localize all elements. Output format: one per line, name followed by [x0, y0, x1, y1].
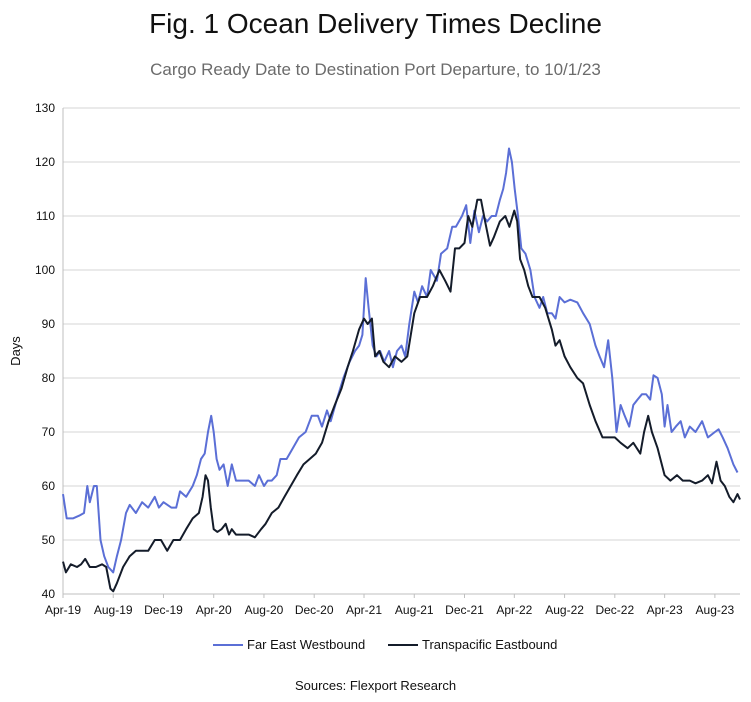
- legend-label-far-east-westbound: Far East Westbound: [247, 637, 365, 652]
- y-tick-60: 60: [42, 479, 56, 493]
- chart-title: Fig. 1 Ocean Delivery Times Decline: [149, 8, 602, 39]
- y-tick-100: 100: [35, 263, 55, 277]
- gridlines: [63, 107, 740, 541]
- x-tick-label: Aug-23: [696, 603, 735, 617]
- series-lines: [62, 147, 741, 593]
- y-tick-40: 40: [42, 587, 56, 601]
- y-tick-50: 50: [42, 533, 56, 547]
- y-tick-120: 120: [35, 155, 55, 169]
- x-tick-label: Apr-23: [647, 603, 683, 617]
- chart-subtitle: Cargo Ready Date to Destination Port Dep…: [150, 60, 601, 79]
- x-tick-label: Dec-19: [144, 603, 183, 617]
- series-line-far-east-westbound: [62, 147, 739, 574]
- x-tick-label: Dec-22: [595, 603, 634, 617]
- legend-label-transpacific-eastbound: Transpacific Eastbound: [422, 637, 557, 652]
- x-tick-label: Dec-21: [445, 603, 484, 617]
- x-tick-label: Dec-20: [295, 603, 334, 617]
- x-tick-label: Aug-21: [395, 603, 434, 617]
- x-tick-label: Apr-21: [346, 603, 382, 617]
- source-note: Sources: Flexport Research: [294, 678, 457, 693]
- y-tick-80: 80: [42, 371, 56, 385]
- x-tick-labels: Apr-19 Aug-19 Dec-19 Apr-20 Aug-20 Dec-20 Apr-…: [45, 594, 735, 617]
- x-tick-label: Apr-19: [45, 603, 81, 617]
- y-tick-110: 110: [36, 209, 55, 223]
- x-tick-label: Aug-22: [545, 603, 584, 617]
- axes: [62, 108, 740, 595]
- y-tick-90: 90: [42, 317, 56, 331]
- series-line-transpacific-eastbound: [62, 198, 741, 593]
- legend: Far East Westbound Transpacific Eastboun…: [213, 637, 557, 652]
- y-tick-labels: 40 50 60 70 80 90 100 110 120 130: [35, 101, 55, 601]
- y-axis-label: Days: [8, 336, 23, 366]
- y-tick-130: 130: [35, 101, 55, 115]
- y-tick-70: 70: [42, 425, 56, 439]
- x-tick-label: Aug-20: [245, 603, 284, 617]
- x-tick-label: Apr-20: [196, 603, 232, 617]
- x-tick-label: Apr-22: [496, 603, 532, 617]
- x-tick-label: Aug-19: [94, 603, 133, 617]
